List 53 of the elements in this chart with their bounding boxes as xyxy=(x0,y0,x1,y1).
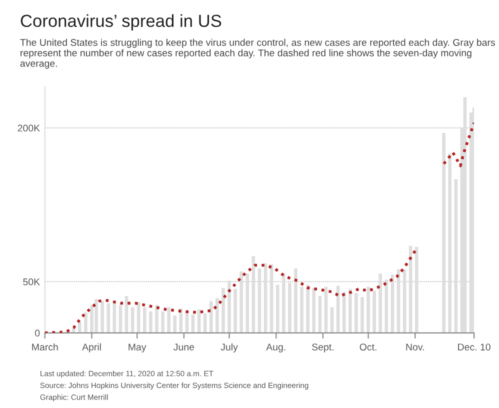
y-tick-label: 200K xyxy=(18,124,40,132)
bar xyxy=(342,292,346,333)
bar xyxy=(149,311,152,333)
x-tick-label: April xyxy=(82,343,101,352)
bar xyxy=(142,307,146,333)
bar xyxy=(78,322,82,333)
x-tick-label: Sept. xyxy=(312,344,334,352)
bar xyxy=(354,292,358,333)
bar xyxy=(100,301,104,333)
bar xyxy=(414,246,418,333)
y-tick-label: 50K xyxy=(23,278,40,286)
bar xyxy=(282,273,286,333)
x-tick-label: June xyxy=(174,344,194,350)
x-tick-label: May xyxy=(128,344,146,352)
bar xyxy=(276,284,280,333)
bar xyxy=(246,273,250,333)
bar xyxy=(222,288,225,333)
bar xyxy=(442,133,446,333)
chart-subtitle: The United States is struggling to keep the virus under control, as new cases are reported each day. Gray bars represent the number of new cases reported each day. The dashed red line shows the seven-day moving average. xyxy=(20,38,495,69)
bar xyxy=(84,312,88,333)
x-tick-label: March xyxy=(32,343,58,350)
bar xyxy=(306,284,310,333)
bar xyxy=(372,290,376,333)
bar xyxy=(448,154,452,333)
bar xyxy=(300,286,304,333)
bar xyxy=(155,305,158,333)
bar xyxy=(136,302,140,333)
bar xyxy=(378,273,382,333)
x-tick-label: Dec. 10 xyxy=(458,344,490,350)
x-tick-label: July xyxy=(220,343,238,352)
bar xyxy=(366,286,370,333)
bar xyxy=(312,288,316,333)
bar xyxy=(106,303,110,333)
bar xyxy=(234,288,237,333)
x-tick-label: Aug. xyxy=(266,344,286,352)
bar xyxy=(216,298,219,333)
bar xyxy=(228,280,231,333)
bar xyxy=(173,316,177,333)
x-tick-label: Oct. xyxy=(360,344,376,350)
bar xyxy=(288,282,292,333)
bar xyxy=(240,271,244,333)
bar xyxy=(294,268,298,333)
bar xyxy=(348,288,352,333)
bar xyxy=(167,307,170,333)
bar xyxy=(179,308,183,333)
bar xyxy=(360,297,364,333)
bar xyxy=(454,179,458,333)
bar xyxy=(209,301,213,333)
y-tick-label: 0 xyxy=(35,330,40,337)
bar xyxy=(161,311,164,333)
bar xyxy=(384,280,388,333)
x-tick-label: Nov. xyxy=(406,344,424,350)
chart-title: Coronavirus’ spread in US xyxy=(20,14,222,30)
